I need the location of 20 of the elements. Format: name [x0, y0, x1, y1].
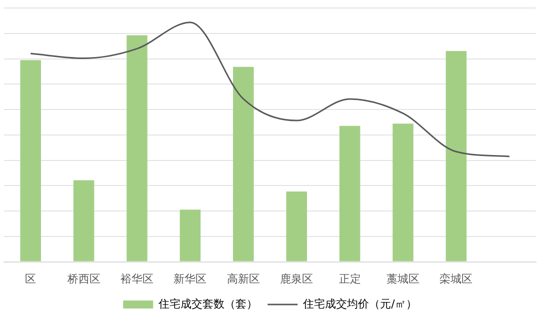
legend-label: 住宅成交套数（套）	[158, 297, 258, 310]
x-tick-label: 藁城区	[386, 272, 420, 286]
legend-label: 住宅成交均价（元/㎡）	[303, 297, 417, 310]
x-tick-label: 新华区	[174, 272, 207, 286]
bar	[180, 210, 201, 262]
x-tick-label: 桥西区	[66, 272, 100, 286]
bar	[392, 124, 414, 262]
bar	[286, 192, 307, 262]
x-tick-label: 正定	[338, 272, 361, 286]
bar	[446, 51, 467, 262]
bar	[233, 66, 254, 262]
x-tick-label: 鹿泉区	[280, 272, 314, 286]
bar	[20, 60, 41, 262]
x-tick-label: 高新区	[226, 272, 260, 286]
bar	[339, 126, 360, 262]
bar	[73, 180, 94, 262]
x-tick-label: 区	[25, 272, 36, 286]
bar	[126, 35, 148, 262]
x-tick-label: 栾城区	[440, 272, 473, 286]
x-tick-label: 裕华区	[120, 272, 154, 286]
